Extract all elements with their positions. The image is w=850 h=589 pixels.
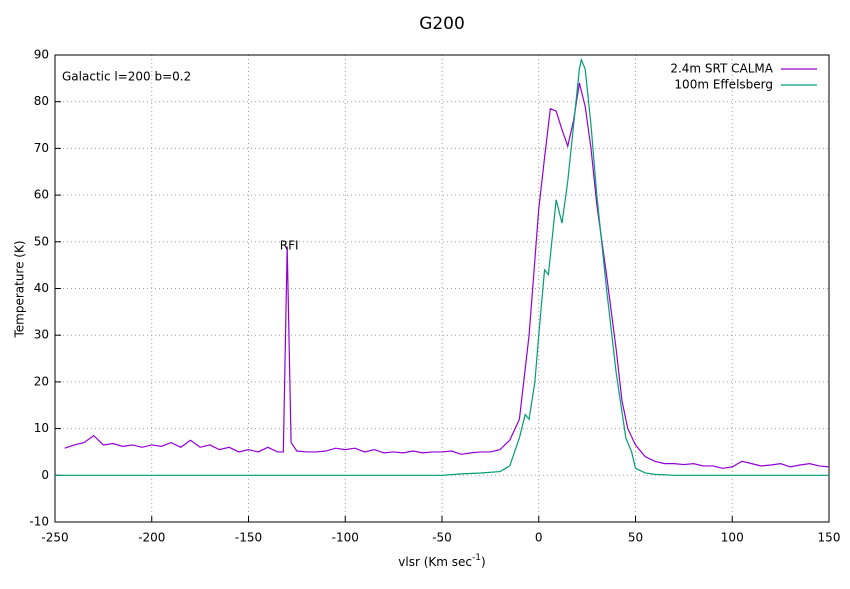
y-axis-label: Temperature (K) (13, 240, 27, 338)
x-tick-label: -200 (138, 531, 165, 545)
x-tick-label: 50 (628, 531, 643, 545)
chart-title: G200 (419, 14, 465, 34)
annotation: Galactic l=200 b=0.2 (62, 70, 191, 84)
y-tick-label: 50 (34, 234, 49, 248)
y-tick-label: -10 (29, 515, 49, 529)
legend-label: 2.4m SRT CALMA (670, 62, 773, 76)
data-line (64, 82, 830, 469)
x-tick-label: -250 (41, 531, 68, 545)
y-tick-label: 60 (34, 188, 49, 202)
y-tick-label: 90 (34, 48, 49, 62)
x-tick-label: -50 (432, 531, 452, 545)
x-tick-label: 150 (818, 531, 841, 545)
y-tick-label: 40 (34, 281, 49, 295)
x-tick-label: -150 (235, 531, 262, 545)
x-tick-label: 100 (721, 531, 744, 545)
annotation: RFI (280, 238, 299, 252)
y-tick-label: 30 (34, 328, 49, 342)
data-line (55, 57, 829, 476)
x-tick-label: 0 (535, 531, 543, 545)
y-tick-label: 10 (34, 421, 49, 435)
x-axis-label: vlsr (Km sec-1) (398, 553, 485, 569)
y-tick-label: 70 (34, 141, 49, 155)
y-tick-label: 0 (41, 468, 49, 482)
y-tick-label: 80 (34, 94, 49, 108)
x-tick-label: -100 (332, 531, 359, 545)
y-tick-label: 20 (34, 374, 49, 388)
plot-frame (54, 54, 830, 523)
legend-label: 100m Effelsberg (674, 78, 773, 92)
